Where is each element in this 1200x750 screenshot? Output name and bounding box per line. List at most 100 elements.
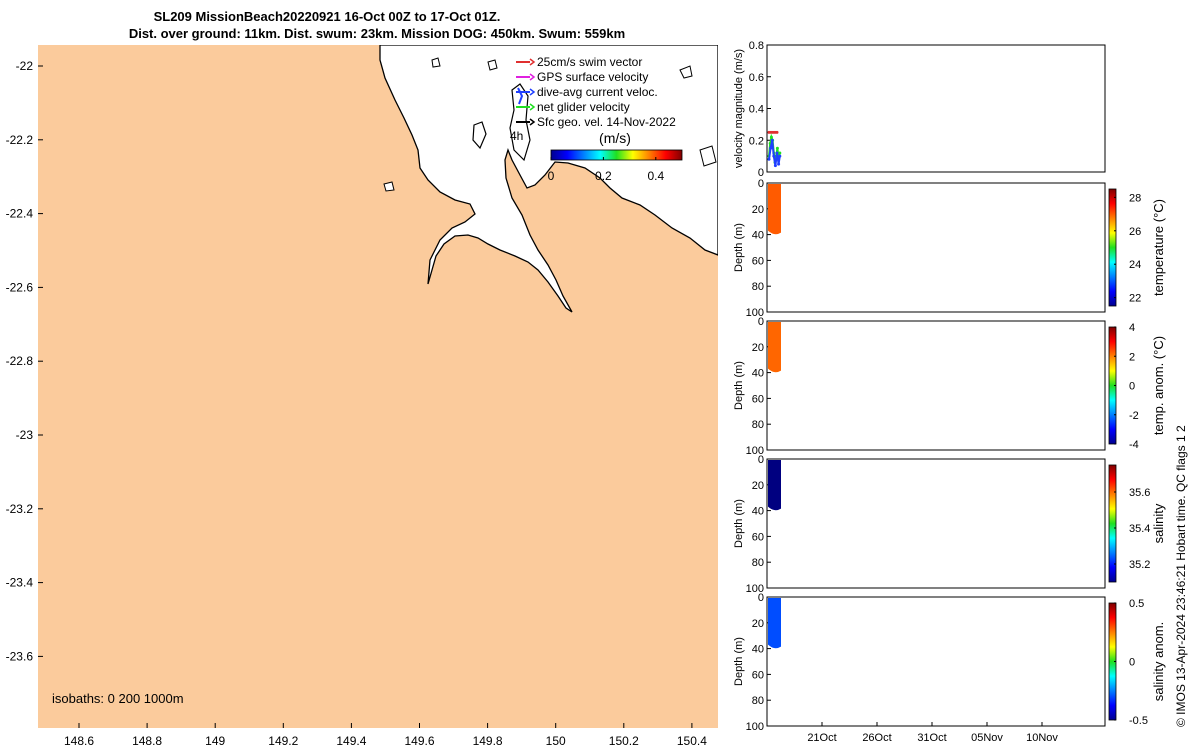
y-tick-label: 0.4 [749,104,764,116]
panel-velocity: 0 0.2 0.4 0.6 0.8 velocity magnitude (m/s) [733,40,1106,179]
colorbar-label: salinity [1151,503,1166,543]
panel-frame [766,458,1106,589]
island [487,59,498,71]
map-x-tick-label: 148.8 [132,734,162,748]
y-tick-label: 20 [752,618,764,630]
y-axis-label: Depth (m) [733,223,745,272]
panel-frame [766,44,1106,173]
panel-salinity-anomaly: 0 20 40 60 80 100 Depth (m) 0.5 0 -0.5 salinity an… [733,592,1166,733]
y-tick-label: 20 [752,204,764,216]
y-tick-label: 60 [752,393,764,405]
speed-colorbar-bar [550,149,683,161]
colorbar-tick-label: 0 [1129,657,1135,669]
y-tick-label: 20 [752,480,764,492]
colorbar-tick-label: 35.6 [1129,487,1150,499]
title-line-1: SL209 MissionBeach20220921 16-Oct 00Z to… [154,9,501,24]
velocity-point [775,130,779,134]
title-line-2: Dist. over ground: 11km. Dist. swum: 23k… [129,26,625,41]
velocity-point [775,151,779,155]
map-y-tick-label: -23.2 [6,502,34,516]
y-tick-label: 0 [758,167,764,179]
colorbar-tick-label: 0 [548,169,555,183]
colorbar-tick-label: 24 [1129,259,1141,271]
map-y-tick-label: -23 [16,428,34,442]
y-tick-label: 0 [758,454,764,466]
y-tick-label: 80 [752,281,764,293]
legend-arrowhead [529,118,536,126]
y-tick-label: 40 [752,644,764,656]
y-tick-label: 60 [752,531,764,543]
y-tick-label: 40 [752,506,764,518]
velocity-point [767,157,771,161]
y-tick-label: 40 [752,368,764,380]
credit-text: © IMOS 13-Apr-2024 23:46:21 Hobart time.… [1174,425,1188,727]
colorbar-tick-label: 28 [1129,192,1141,204]
y-tick-label: 20 [752,342,764,354]
y-tick-label: 60 [752,255,764,267]
colorbar-label: temperature (°C) [1151,199,1166,296]
colorbar-tick-label: 2 [1129,351,1135,363]
y-axis-label: Depth (m) [733,637,745,686]
island [472,121,487,150]
isobaths-label: isobaths: 0 200 1000m [52,691,184,706]
time-axis-ticks: 21Oct 26Oct 31Oct 05Nov 10Nov [807,722,1058,744]
colorbar-label: temp. anom. (°C) [1151,336,1166,435]
panel-temperature: 0 20 40 60 80 100 Depth (m) 22 24 26 28 temperature… [733,178,1166,319]
time-tick-label: 31Oct [917,732,946,744]
colorbar-tick-label: -0.5 [1129,715,1148,727]
legend-arrowhead [529,103,536,111]
speed-colorbar: (m/s) 0 0.2 0.4 [548,130,683,183]
velocity-point [773,164,777,168]
map-x-tick-label: 150 [546,734,566,748]
profile-data-patch [768,598,781,649]
y-tick-label: 0.6 [749,72,764,84]
y-axis-label: Depth (m) [733,499,745,548]
velocity-point [769,135,773,139]
y-tick-label: 60 [752,669,764,681]
duration-label: 4h [510,129,523,143]
island [383,181,395,192]
map-x-tick-label: 149.6 [404,734,434,748]
colorbar-tick-label: 35.4 [1129,523,1150,535]
legend-label: 25cm/s swim vector [537,55,642,69]
velocity-point [778,154,782,158]
profile-data-patch [768,184,781,235]
map-y-tick-label: -22.2 [6,133,34,147]
velocity-point [775,146,779,150]
y-tick-label: 100 [746,445,764,457]
profile-data-patch [768,460,781,511]
colorbar-tick-label: 26 [1129,226,1141,238]
map-x-ticks: 148.6 148.8 149 149.2 149.4 149.6 149.8 150 150.… [64,723,707,748]
island [699,145,717,167]
map-x-tick-label: 149.8 [473,734,503,748]
y-tick-label: 80 [752,695,764,707]
y-axis-label: velocity magnitude (m/s) [733,49,745,168]
colorbar-tick-label: -2 [1129,410,1139,422]
map-x-tick-label: 150.2 [609,734,639,748]
map-y-tick-label: -22.6 [6,280,34,294]
map-y-tick-label: -23.4 [6,576,34,590]
velocity-point [777,162,781,166]
time-tick-label: 21Oct [807,732,836,744]
legend-arrowhead [529,73,536,81]
time-tick-label: 05Nov [971,732,1003,744]
legend-arrowhead [529,58,536,66]
map-x-tick-label: 149.4 [336,734,366,748]
y-axis-label: Depth (m) [733,361,745,410]
y-tick-label: 100 [746,721,764,733]
panel-frame [766,320,1106,451]
panel-frame [766,182,1106,313]
map-y-ticks: -22 -22.2 -22.4 -22.6 -22.8 -23 -23.2 -23.4 -23.… [6,59,43,663]
legend-arrowhead [529,88,536,96]
map-x-tick-label: 149.2 [268,734,298,748]
y-tick-label: 80 [752,557,764,569]
panel-temp-anomaly: 0 20 40 60 80 100 Depth (m) -4 -2 0 2 4 temp. anom. … [733,316,1166,457]
map-x-tick-label: 150.4 [677,734,707,748]
y-tick-label: 100 [746,583,764,595]
velocity-point [778,151,782,155]
colorbar-tick-label: 22 [1129,293,1141,305]
panel-colorbar [1108,464,1117,583]
